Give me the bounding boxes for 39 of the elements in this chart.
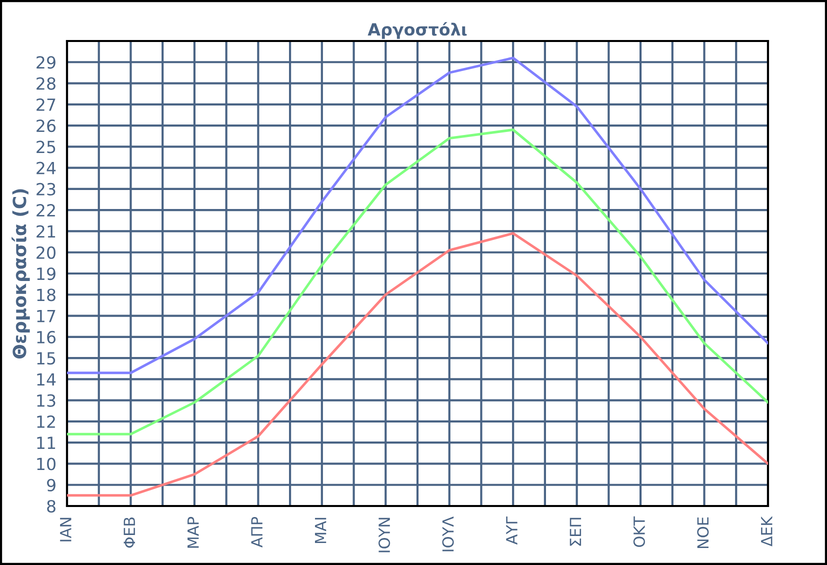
y-tick-label: 26 [36, 120, 56, 132]
y-tick-label: 8 [47, 500, 56, 513]
x-tick-label: ΜΑΙ [314, 518, 326, 544]
y-tick-label: 17 [37, 310, 56, 322]
x-tick-label: ΑΥΓ [506, 516, 518, 545]
x-tick-label: ΙΑΝ [60, 518, 72, 542]
y-tick-label: 24 [36, 162, 56, 174]
y-tick-label: 10 [37, 458, 56, 470]
line-series [67, 56, 768, 374]
y-tick-label: 22 [36, 204, 55, 216]
x-tick-label: ΜΑΡ [188, 516, 199, 548]
y-tick-label: 14 [37, 373, 56, 386]
y-tick-label: 9 [47, 478, 56, 492]
x-tick-label: ΙΟΥΝ [378, 518, 390, 552]
x-tick-label: ΔΕΚ [761, 516, 772, 546]
y-tick-label: 15 [37, 352, 56, 365]
x-tick-label: ΟΚΤ [633, 516, 645, 547]
y-tick-label: 20 [36, 246, 56, 259]
y-tick-label: 18 [37, 288, 56, 302]
y-tick-label: 27 [36, 98, 56, 111]
y-tick-label: 29 [36, 56, 56, 69]
y-tick-label: 23 [36, 182, 56, 196]
x-tick-label: ΝΟΕ [697, 517, 709, 548]
y-tick-label: 13 [37, 394, 56, 407]
x-tick-label: ΙΟΥΛ [442, 516, 454, 552]
y-tick-label: 21 [36, 225, 56, 238]
y-tick-label: 16 [37, 330, 56, 344]
x-tick-label: ΑΠΡ [251, 516, 262, 548]
x-tick-label: ΣΕΠ [570, 518, 582, 546]
line-series [67, 128, 768, 436]
y-tick-label: 12 [37, 415, 55, 428]
y-tick-label: 28 [36, 77, 56, 90]
y-tick-label: 25 [36, 140, 56, 154]
y-tick-label: 11 [37, 436, 56, 449]
y-axis-title: Θερμοκρασία (C) [12, 189, 30, 358]
chart-title: Αργοστόλι [368, 22, 467, 39]
y-tick-label: 19 [37, 267, 56, 280]
x-tick-label: ΦΕΒ [124, 518, 135, 548]
line-series [67, 232, 768, 497]
